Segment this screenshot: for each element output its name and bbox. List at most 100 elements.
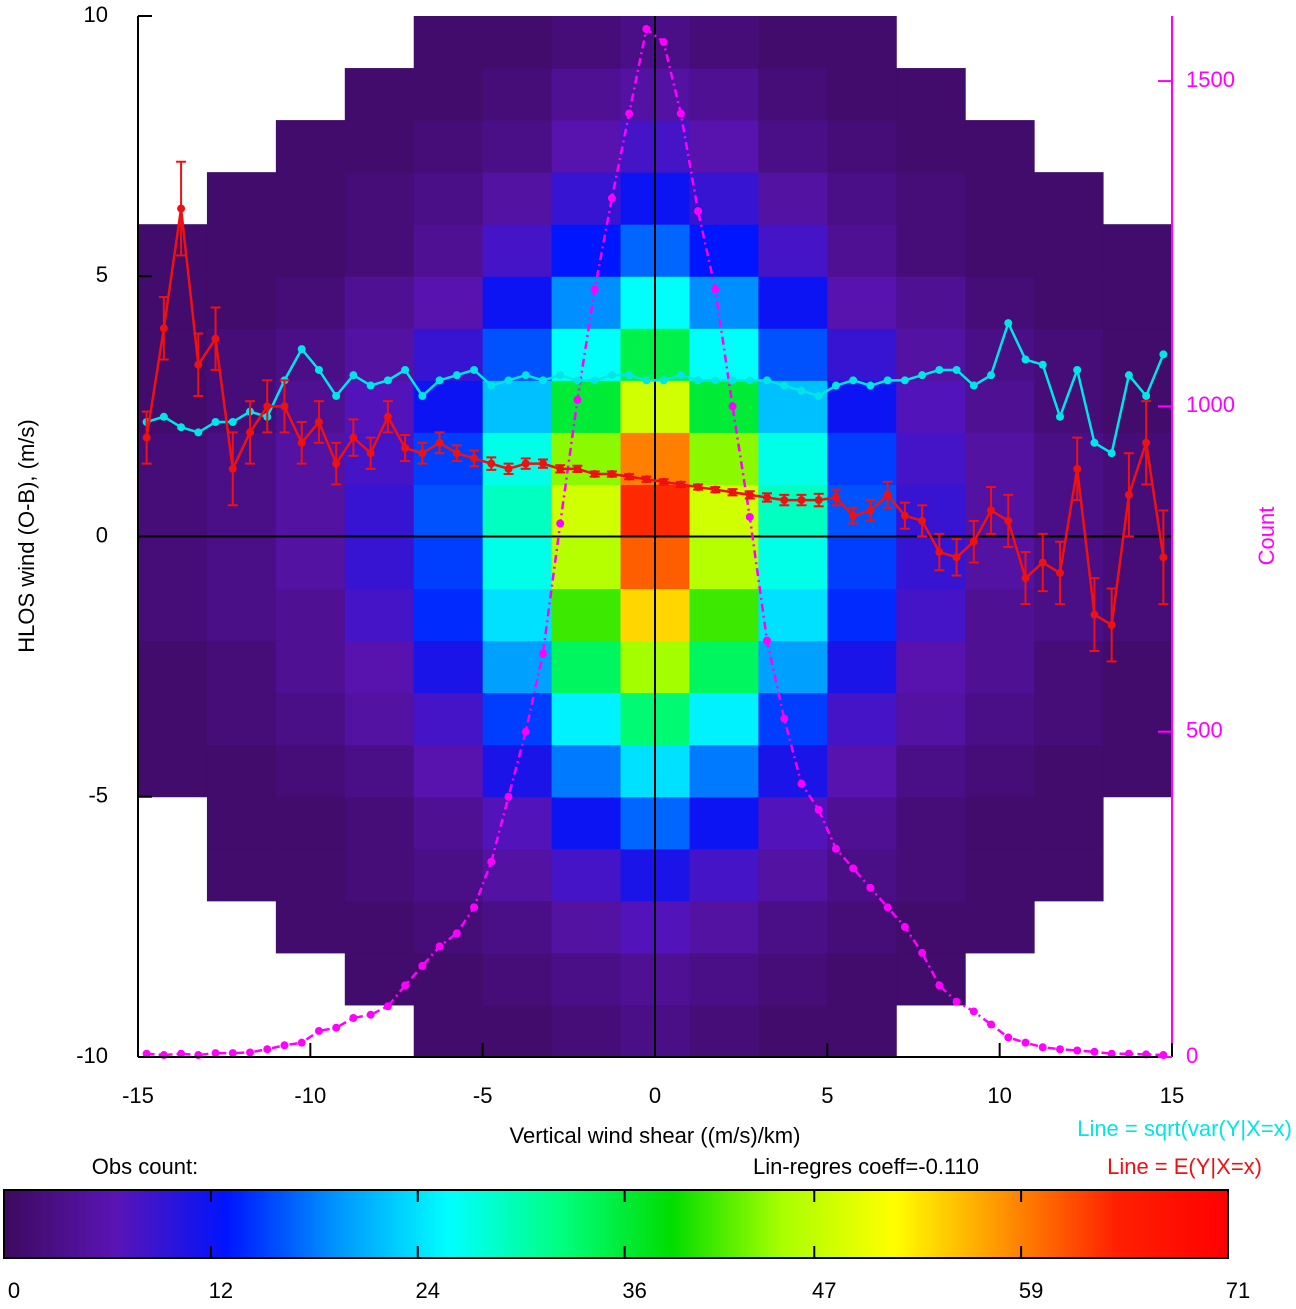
heat-cell	[689, 1004, 759, 1058]
heat-cell	[827, 536, 897, 590]
heat-cell	[482, 744, 553, 798]
series-point	[1107, 1049, 1116, 1058]
series-point	[918, 948, 927, 957]
series-point	[763, 493, 772, 502]
series-point	[452, 929, 461, 938]
colorbar-tick-label: 71	[1226, 1278, 1250, 1303]
heat-cell	[413, 380, 484, 433]
heat-cell	[896, 848, 966, 902]
heat-cell	[827, 68, 897, 121]
series-point	[1055, 412, 1064, 421]
series-point	[918, 371, 927, 380]
heat-cell	[827, 224, 897, 277]
series-point	[952, 553, 961, 562]
heat-cell	[965, 120, 1035, 173]
colorbar-tick-label: 24	[416, 1278, 440, 1303]
heat-cell	[413, 536, 484, 590]
heat-cell	[758, 640, 828, 694]
heat-cell	[413, 224, 484, 277]
series-point	[900, 511, 909, 520]
heat-cell	[551, 16, 622, 69]
x-axis-label: Vertical wind shear ((m/s)/km)	[510, 1123, 801, 1148]
heat-cell	[138, 588, 208, 642]
series-point	[969, 1007, 978, 1016]
series-point	[211, 1049, 220, 1058]
x-tick-label: -5	[473, 1083, 493, 1108]
colorbar-tick-label: 47	[812, 1278, 836, 1303]
heat-cell	[275, 328, 346, 381]
heat-cell	[206, 536, 277, 590]
heat-cell	[482, 900, 553, 954]
heat-cell	[275, 536, 346, 590]
series-point	[625, 371, 634, 380]
heat-cell	[482, 172, 553, 225]
heat-cell	[758, 952, 828, 1006]
heat-cell	[1034, 484, 1104, 537]
heat-cell	[551, 1004, 622, 1058]
series-point	[401, 444, 410, 453]
series-point	[349, 1013, 358, 1022]
series-point	[763, 376, 772, 385]
heat-cell	[827, 380, 897, 433]
heat-cell	[758, 536, 828, 590]
heat-cell	[413, 744, 484, 798]
heat-cell	[206, 692, 277, 746]
series-point	[1142, 391, 1151, 400]
series-point	[952, 365, 961, 374]
heat-cell	[344, 276, 415, 329]
heat-cell	[482, 484, 553, 537]
heat-cell	[551, 484, 622, 537]
heat-cell	[413, 276, 484, 329]
heat-cell	[1103, 640, 1173, 694]
heat-cell	[344, 68, 415, 121]
series-point	[332, 391, 341, 400]
heat-cell	[758, 848, 828, 902]
heat-cell	[551, 744, 622, 798]
heat-cell	[965, 900, 1035, 954]
heat-cell	[275, 120, 346, 173]
series-point	[538, 649, 547, 658]
series-point	[728, 402, 737, 411]
heat-cell	[827, 952, 897, 1006]
heat-cell	[1034, 640, 1104, 694]
heat-cell	[413, 16, 484, 69]
heat-cell	[413, 120, 484, 173]
series-point	[246, 1048, 255, 1057]
series-point	[711, 485, 720, 494]
heat-cell	[689, 744, 759, 798]
heat-cell	[206, 588, 277, 642]
heat-cell	[344, 224, 415, 277]
legend-entry: Line = sqrt(var(Y|X=x)	[1077, 1116, 1292, 1141]
series-point	[1073, 1046, 1082, 1055]
heat-cell	[413, 796, 484, 850]
series-point	[711, 376, 720, 385]
series-point	[780, 714, 789, 723]
series-point	[263, 1045, 272, 1054]
series-point	[332, 459, 341, 468]
heat-cell	[827, 744, 897, 798]
heat-cell	[1034, 744, 1104, 798]
series-point	[177, 204, 186, 213]
y2-tick-label: 500	[1186, 718, 1223, 743]
heat-cell	[275, 900, 346, 954]
series-point	[194, 360, 203, 369]
series-point	[504, 792, 513, 801]
series-point	[659, 376, 668, 385]
series-point	[487, 459, 496, 468]
series-point	[1038, 360, 1047, 369]
y-tick-label: 10	[84, 2, 108, 27]
x-tick-label: 5	[821, 1083, 833, 1108]
heat-cell	[758, 120, 828, 173]
heat-cell	[1034, 692, 1104, 746]
series-point	[763, 636, 772, 645]
heat-cell	[965, 848, 1035, 902]
heat-cell	[482, 120, 553, 173]
heat-cell	[896, 744, 966, 798]
series-point	[1073, 365, 1082, 374]
series-point	[452, 449, 461, 458]
heat-cell	[138, 484, 208, 537]
series-point	[401, 365, 410, 374]
series-point	[590, 285, 599, 294]
series-point	[418, 449, 427, 458]
